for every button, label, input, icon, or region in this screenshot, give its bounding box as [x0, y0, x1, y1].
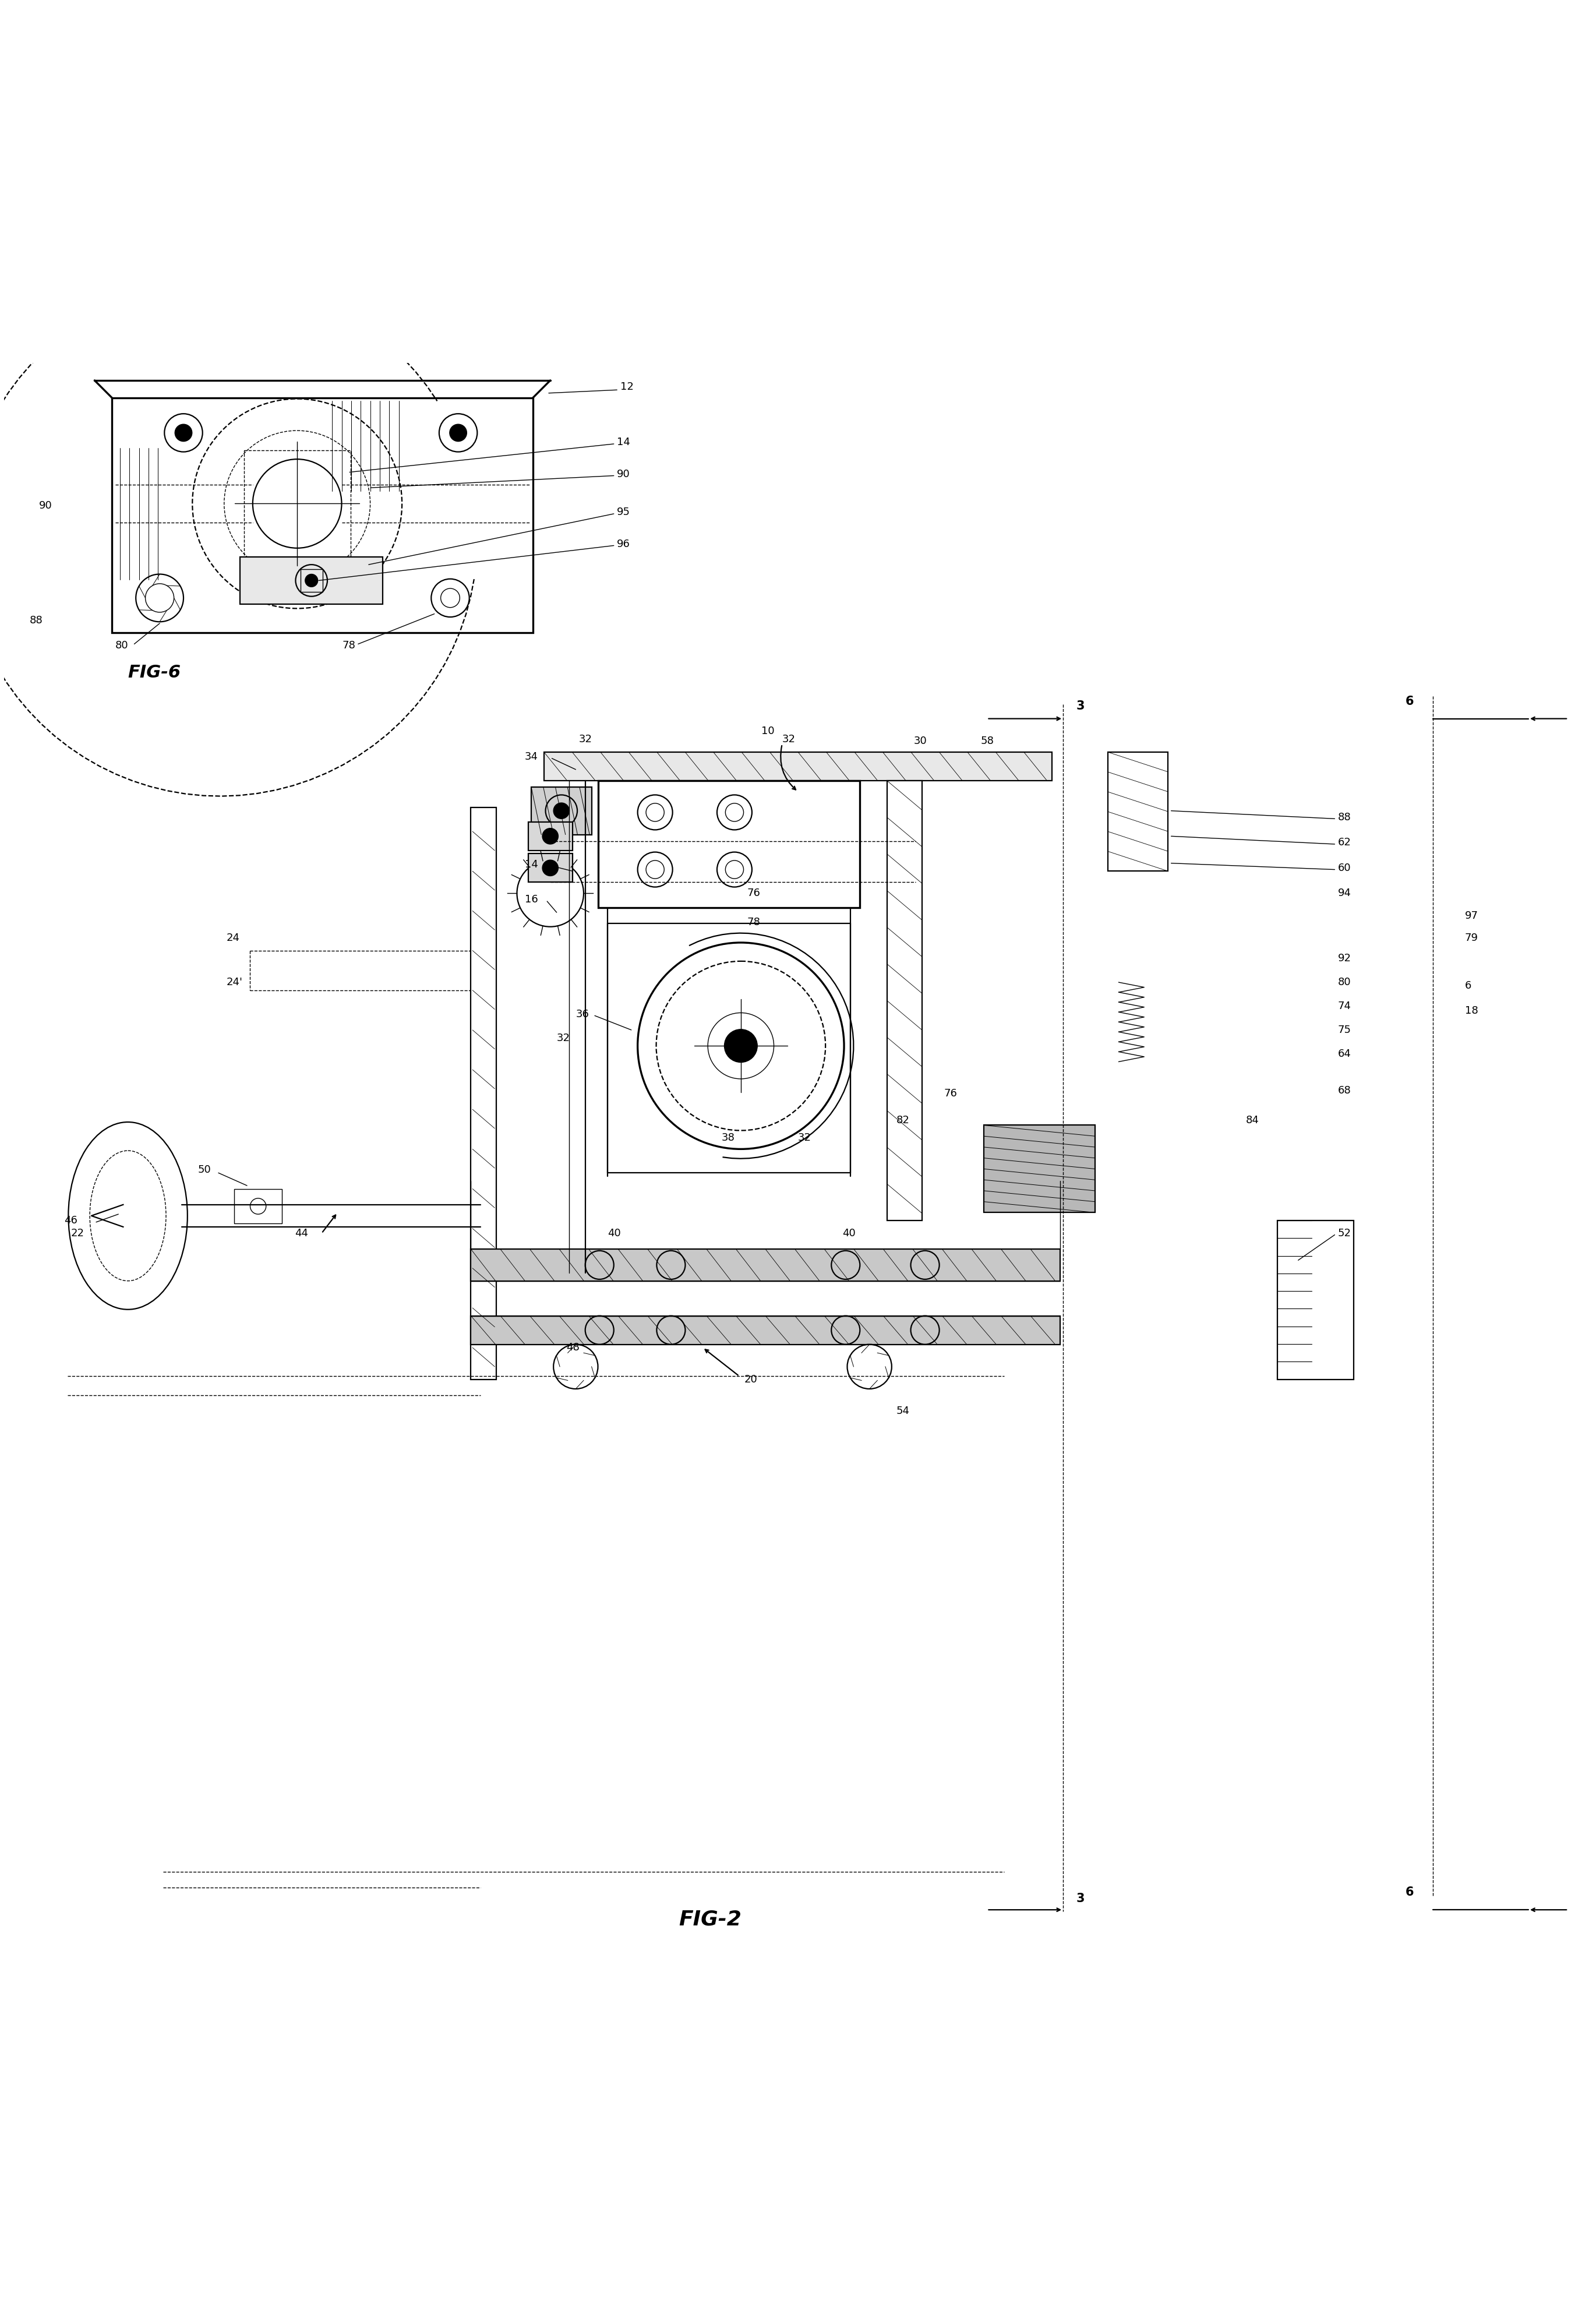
Circle shape	[554, 803, 570, 819]
Text: FIG-6: FIG-6	[128, 664, 180, 680]
Text: 24': 24'	[227, 977, 243, 988]
Bar	[531, 787, 592, 835]
Text: 6: 6	[1406, 1886, 1414, 1897]
Text: 80: 80	[115, 641, 128, 650]
Text: 38: 38	[721, 1132, 736, 1143]
Text: 34: 34	[525, 752, 538, 761]
Text: 30: 30	[915, 736, 927, 745]
Text: 75: 75	[1337, 1025, 1352, 1034]
Text: 14: 14	[525, 858, 538, 870]
Text: 76: 76	[747, 889, 761, 898]
Bar	[300, 569, 322, 592]
Text: 90: 90	[38, 500, 53, 511]
Text: 76: 76	[945, 1088, 958, 1099]
Text: 46: 46	[64, 1215, 78, 1226]
Text: 3: 3	[1076, 1893, 1084, 1904]
Circle shape	[543, 861, 559, 877]
Text: 3: 3	[1076, 701, 1084, 713]
Text: 50: 50	[198, 1164, 211, 1176]
Bar	[112, 398, 533, 634]
Circle shape	[176, 423, 192, 442]
Text: 54: 54	[897, 1407, 910, 1416]
Text: 68: 68	[1337, 1085, 1352, 1095]
Circle shape	[450, 423, 466, 442]
Text: 32: 32	[782, 734, 795, 745]
Text: 90: 90	[618, 470, 630, 479]
Text: 96: 96	[618, 539, 630, 548]
Text: 32: 32	[798, 1132, 811, 1143]
Bar	[471, 1317, 1060, 1344]
Bar	[887, 780, 922, 1219]
Bar	[1277, 1219, 1353, 1379]
Bar	[544, 752, 1052, 780]
Text: 12: 12	[621, 382, 634, 391]
Text: 84: 84	[1246, 1115, 1259, 1125]
Text: 60: 60	[1337, 863, 1352, 872]
Text: 62: 62	[1337, 838, 1352, 847]
Text: 58: 58	[980, 736, 994, 745]
Text: 88: 88	[1337, 812, 1352, 821]
Circle shape	[543, 828, 559, 845]
Circle shape	[305, 574, 318, 588]
Text: 6: 6	[1465, 981, 1472, 990]
Text: 52: 52	[1337, 1229, 1352, 1238]
Text: 22: 22	[70, 1229, 85, 1238]
Text: 24: 24	[227, 933, 239, 944]
Text: 80: 80	[1337, 977, 1352, 988]
Text: 40: 40	[843, 1229, 855, 1238]
Text: 78: 78	[747, 916, 761, 928]
Text: 74: 74	[1337, 1002, 1352, 1011]
Text: 6: 6	[1406, 697, 1414, 708]
Bar	[528, 821, 573, 852]
Bar	[528, 854, 573, 882]
Text: 95: 95	[618, 507, 630, 518]
Text: 40: 40	[608, 1229, 621, 1238]
Text: 16: 16	[525, 896, 538, 905]
Bar	[239, 558, 383, 604]
Bar	[471, 1250, 1060, 1282]
Bar	[983, 1125, 1095, 1213]
Text: 20: 20	[744, 1375, 757, 1384]
Text: 79: 79	[1465, 933, 1478, 944]
Text: 88: 88	[29, 616, 43, 625]
Bar	[1108, 752, 1168, 870]
Text: FIG-2: FIG-2	[678, 1909, 742, 1930]
Text: 10: 10	[761, 727, 774, 736]
Circle shape	[725, 1030, 758, 1062]
Text: 97: 97	[1465, 909, 1478, 921]
Text: 78: 78	[342, 641, 356, 650]
Ellipse shape	[69, 1122, 187, 1310]
Text: 48: 48	[567, 1342, 579, 1354]
Text: 92: 92	[1337, 953, 1352, 963]
Bar	[235, 1189, 282, 1224]
Text: 82: 82	[897, 1115, 910, 1125]
Text: 64: 64	[1337, 1048, 1352, 1060]
Text: 36: 36	[576, 1009, 589, 1018]
Bar	[244, 451, 351, 558]
Text: 32: 32	[557, 1032, 570, 1044]
Bar	[598, 780, 860, 907]
Text: 94: 94	[1337, 889, 1352, 898]
Text: 32: 32	[579, 734, 592, 745]
Text: 44: 44	[295, 1229, 308, 1238]
Bar	[471, 808, 496, 1379]
Text: 14: 14	[618, 437, 630, 447]
Text: 18: 18	[1465, 1007, 1478, 1016]
